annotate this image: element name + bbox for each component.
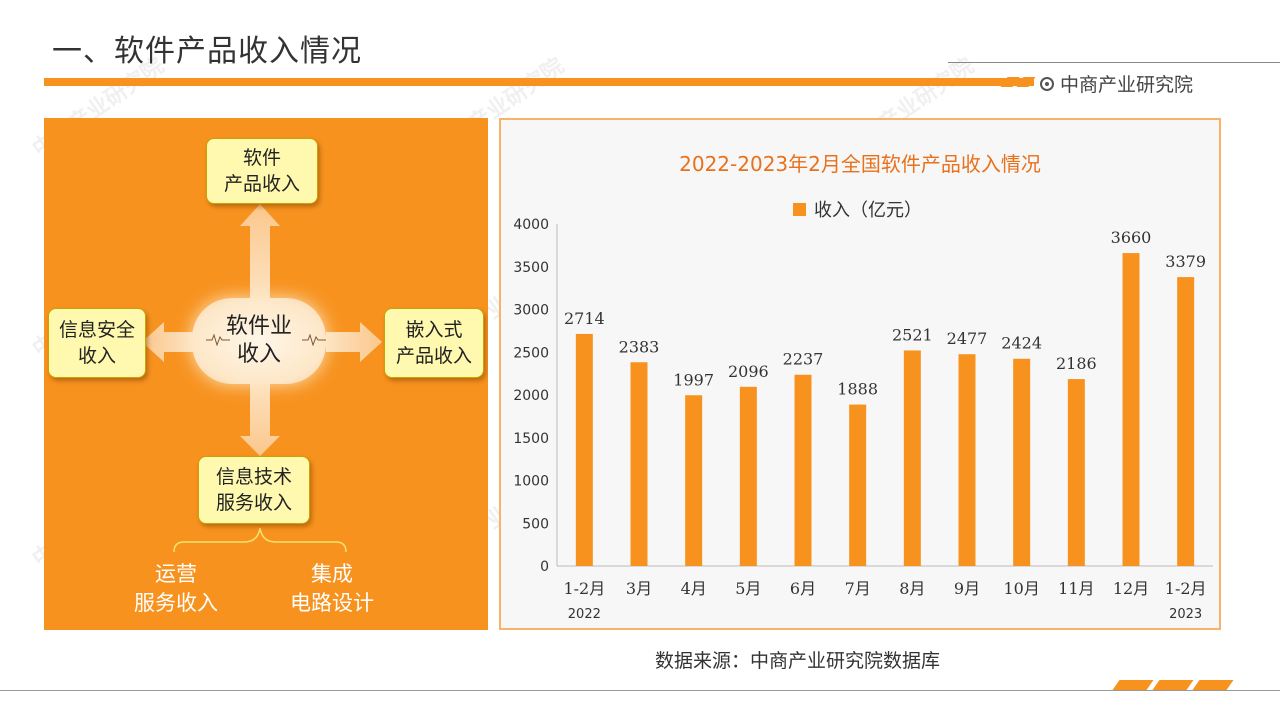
data-label: 1888 [837, 380, 878, 399]
y-tick-label: 0 [540, 559, 549, 575]
x-tick-label: 8月 [899, 579, 925, 598]
node-info-security-income: 信息安全 收入 [48, 308, 146, 378]
data-label: 2237 [783, 350, 824, 369]
header-deco-line [948, 62, 1280, 63]
bar [739, 386, 757, 566]
x-tick-label: 11月 [1058, 579, 1094, 598]
data-label: 2477 [947, 329, 988, 348]
x-tick-label: 5月 [735, 579, 761, 598]
bar [1013, 358, 1031, 566]
x-tick-label: 12月 [1113, 579, 1149, 598]
center-label-line2: 收入 [236, 342, 281, 367]
footer-deco-bar [1152, 680, 1194, 690]
bar [903, 350, 921, 566]
x-tick-label: 3月 [626, 579, 652, 598]
data-source-note: 数据来源：中商产业研究院数据库 [0, 646, 1160, 673]
node-label-line1: 嵌入式 [405, 319, 463, 341]
sub-label-line2: 电路设计 [290, 591, 374, 615]
x-tick-label: 4月 [681, 579, 707, 598]
bar [630, 362, 648, 566]
sub-label-line1: 集成 [311, 562, 353, 586]
data-label: 2714 [564, 309, 605, 328]
x-tick-label: 10月 [1003, 579, 1039, 598]
node-embedded-product-income: 嵌入式 产品收入 [384, 308, 484, 378]
pulse-icon [302, 334, 326, 346]
diagram-arrows [142, 204, 382, 553]
sub-label-line2: 服务收入 [134, 591, 218, 615]
footer-rule [0, 690, 1280, 691]
sub-node-ic-design: 集成 电路设计 [280, 560, 384, 618]
data-label: 2186 [1056, 354, 1097, 373]
bar [794, 374, 812, 566]
year-label: 2022 [568, 607, 601, 622]
bar [1177, 277, 1195, 566]
brand-name: 中商产业研究院 [1060, 74, 1194, 96]
bar [685, 395, 703, 566]
brace [173, 527, 347, 553]
title-underline [44, 78, 1034, 86]
x-tick-label: 6月 [790, 579, 816, 598]
x-tick-label: 1-2月 [1165, 579, 1207, 598]
center-node-software-income: 软件业 收入 [192, 298, 326, 384]
data-label: 3660 [1111, 228, 1152, 247]
footer-deco-bar [1192, 680, 1234, 690]
center-label-line1: 软件业 [225, 314, 292, 339]
brand-logo: 中商产业研究院 [1040, 70, 1193, 97]
sub-node-operation-service: 运营 服务收入 [124, 560, 228, 618]
bar [958, 354, 976, 566]
node-label-line2: 服务收入 [215, 492, 292, 514]
chart-legend: 收入（亿元） [793, 196, 922, 222]
arrow-right [326, 322, 382, 362]
y-tick-label: 3500 [513, 260, 549, 276]
data-label: 1997 [673, 370, 714, 389]
arrow-up [240, 204, 280, 300]
page-title: 一、软件产品收入情况 [52, 34, 362, 69]
pulse-icon [206, 334, 230, 346]
data-label: 2521 [892, 325, 933, 344]
legend-swatch [793, 202, 806, 216]
y-tick-label: 3000 [513, 303, 549, 319]
x-tick-label: 7月 [845, 579, 871, 598]
y-tick-label: 2500 [513, 345, 549, 361]
bar-chart: 0 500 1000 1500 2000 2500 3000 3500 4000 2714 1-2月… [513, 217, 1213, 622]
arrow-left [142, 322, 194, 362]
y-tick-label: 1500 [513, 431, 549, 447]
y-tick-label: 4000 [513, 217, 549, 233]
y-tick-label: 2000 [513, 388, 549, 404]
node-label-line2: 收入 [77, 345, 116, 367]
bar [575, 333, 593, 566]
legend-label: 收入（亿元） [814, 200, 922, 221]
chart-title: 2022-2023年2月全国软件产品收入情况 [679, 152, 1041, 176]
arrow-down [240, 380, 280, 456]
brand-target-icon [1040, 76, 1054, 91]
sub-label-line1: 运营 [155, 562, 197, 586]
node-label-line2: 产品收入 [395, 345, 472, 367]
chart-panel: 2022-2023年2月全国软件产品收入情况 收入（亿元） 0 500 1000 15… [499, 118, 1221, 630]
year-label: 2023 [1169, 607, 1202, 622]
node-software-product-income: 软件 产品收入 [206, 138, 318, 204]
data-label: 2383 [619, 337, 660, 356]
bar [849, 404, 867, 566]
data-label: 2424 [1001, 334, 1042, 353]
income-structure-diagram: 软件业 收入 软件 产品收入 信息安全 收入 嵌入式 产品收入 信息技术 服务收… [44, 118, 488, 630]
data-label: 3379 [1165, 252, 1206, 271]
x-tick-label: 9月 [954, 579, 980, 598]
node-label-line1: 软件 [242, 147, 281, 169]
y-tick-label: 500 [522, 516, 549, 532]
bar [1122, 253, 1140, 566]
node-label-line1: 信息安全 [58, 319, 135, 341]
x-tick-label: 1-2月 [563, 579, 605, 598]
data-label: 2096 [728, 362, 769, 381]
y-tick-label: 1000 [513, 474, 549, 490]
source-text: 数据来源：中商产业研究院数据库 [654, 650, 940, 672]
node-label-line2: 产品收入 [223, 173, 300, 195]
footer-deco-bar [1112, 680, 1154, 690]
node-label-line1: 信息技术 [215, 466, 292, 488]
node-it-service-income: 信息技术 服务收入 [198, 456, 310, 524]
bar [1067, 379, 1085, 566]
